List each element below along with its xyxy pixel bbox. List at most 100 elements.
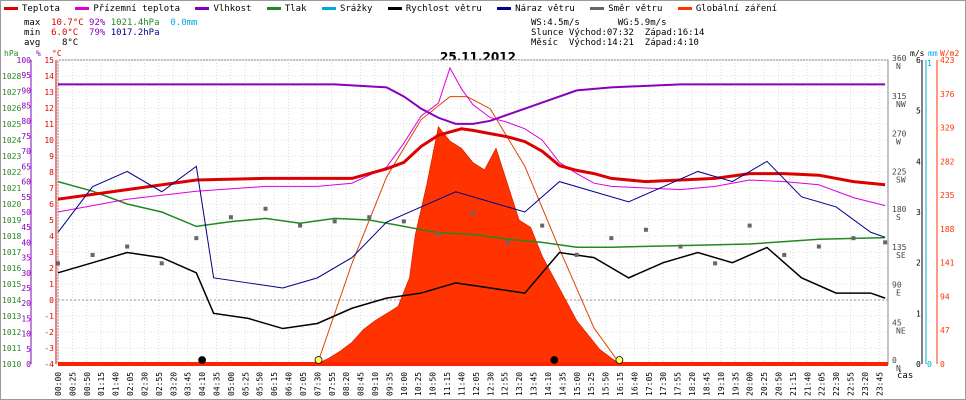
tick-label-time: 19:10 [717, 372, 726, 396]
wind-direction-point [747, 223, 752, 228]
wind-direction-point [228, 215, 233, 220]
tick-label-degc: 5 [49, 216, 54, 225]
tick-label-wind-dir-name: E [896, 289, 901, 298]
legend-swatch [590, 7, 605, 10]
wind-direction-point [643, 227, 648, 232]
tick-label-time: 06:40 [285, 372, 294, 396]
tick-label-degc: 8 [49, 168, 54, 177]
tick-label-hpa: 1022 [2, 168, 21, 177]
legend-item-srazky: Srážky [321, 4, 372, 14]
tick-label-wind-dir-name: N [896, 62, 901, 71]
tick-label-degc: 13 [44, 88, 54, 97]
tick-label-time: 14:10 [544, 372, 553, 396]
tick-label-time: 07:05 [299, 372, 308, 396]
tick-label-time: 06:15 [270, 372, 279, 396]
wind-direction-point [471, 211, 475, 215]
axis-unit-wm2: W/m2 [940, 49, 959, 58]
tick-label-wind-dir: 0 [892, 356, 897, 365]
tick-label-degc: 10 [44, 136, 54, 145]
tick-label-time: 08:20 [342, 372, 351, 396]
tick-label-time: 10:50 [429, 372, 438, 396]
tick-label-ms: 0 [916, 360, 921, 369]
tick-label-time: 09:10 [371, 372, 380, 396]
tick-label-time: 15:50 [602, 372, 611, 396]
sun-times: Slunce Východ:07:32 Západ:16:14 [531, 28, 705, 38]
tick-label-time: 03:45 [184, 372, 193, 396]
tick-label-time: 20:25 [760, 372, 769, 396]
stats-panel: max 10.7°C 92% 1021.4hPa 0.0mm min 6.0°C… [24, 18, 197, 48]
tick-label-pct: 5 [26, 345, 31, 354]
tick-label-degc: -1 [44, 312, 54, 321]
tick-label-time: 09:35 [385, 372, 394, 396]
temperature-line [57, 127, 886, 201]
tick-label-pct: 55 [21, 193, 31, 202]
tick-label-time: 08:45 [357, 372, 366, 396]
tick-label-time: 11:40 [457, 372, 466, 396]
tick-label-time: 23:20 [861, 372, 870, 396]
tick-label-degc: 1 [49, 280, 54, 289]
tick-label-time: 10:00 [400, 372, 409, 396]
tick-label-pct: 20 [21, 299, 31, 308]
tick-label-wm2: 423 [940, 56, 955, 65]
legend-item-naraz-vetru: Náraz větru [497, 4, 575, 14]
tick-label-wind-dir-name: SE [896, 251, 906, 260]
wind-gust-summary: WG:5.9m/s [617, 18, 667, 28]
legend-item-rychlost-vetru: Rychlost větru [387, 4, 482, 14]
tick-label-hpa: 1012 [2, 328, 21, 337]
legend-label: Globální záření [695, 4, 778, 14]
tick-label-hpa: 1010 [2, 360, 21, 369]
wind-direction-point [678, 244, 683, 249]
tick-label-wind-dir: 90 [892, 281, 902, 290]
tick-label-wind-dir-name: N [896, 364, 901, 373]
tick-label-pct: 40 [21, 238, 31, 247]
tick-label-degc: 4 [49, 232, 54, 241]
tick-label-degc: -3 [44, 344, 54, 353]
wind-gust-line [57, 160, 886, 289]
tick-label-time: 07:30 [313, 372, 322, 396]
wind-direction-point [90, 252, 95, 257]
tick-label-wm2: 188 [940, 225, 955, 234]
tick-label-wind-dir: 315 [892, 92, 907, 101]
tick-label-hpa: 1011 [2, 344, 21, 353]
tick-label-hpa: 1018 [2, 232, 21, 241]
legend-item-smer-vetru: Směr větru [590, 4, 662, 14]
legend-label: Náraz větru [515, 4, 575, 14]
tick-label-pct: 100 [17, 56, 32, 65]
tick-label-time: 04:10 [198, 372, 207, 396]
tick-label-time: 19:35 [731, 372, 740, 396]
tick-label-time: 21:15 [789, 372, 798, 396]
wind-direction-point [56, 261, 60, 266]
axis-unit-mm: mm [928, 49, 938, 58]
stats-min-hum: 79% [89, 28, 106, 38]
wind-direction-point [782, 252, 787, 257]
legend-swatch [266, 7, 281, 10]
tick-label-pct: 75 [21, 132, 31, 141]
wind-direction-point [851, 236, 856, 241]
wind-direction-point [540, 223, 545, 228]
wind-direction-point [609, 236, 614, 241]
tick-label-pct: 70 [21, 147, 31, 156]
tick-label-hpa: 1016 [2, 264, 21, 273]
tick-label-pct: 80 [21, 117, 31, 126]
tick-label-pct: 30 [21, 269, 31, 278]
tick-label-ms: 6 [916, 56, 921, 65]
tick-label-hpa: 1017 [2, 248, 21, 257]
tick-label-time: 17:05 [645, 372, 654, 396]
stats-max-temp: 10.7°C [51, 18, 84, 28]
tick-label-time: 22:55 [847, 372, 856, 396]
tick-label-ms: 4 [916, 157, 921, 166]
tick-label-pct: 85 [21, 102, 31, 111]
wind-direction-point [332, 219, 337, 224]
legend-label: Teplota [22, 4, 60, 14]
wind-direction-point [194, 236, 199, 241]
moon-times: Měsíc Východ:14:21 Západ:4:10 [531, 38, 699, 48]
wind-direction-point [505, 240, 510, 245]
sun-moon-marker [198, 356, 206, 364]
tick-label-time: 18:20 [688, 372, 697, 396]
tick-label-hpa: 1026 [2, 104, 21, 113]
radiation-baseline [58, 362, 888, 366]
tick-label-time: 07:55 [328, 372, 337, 396]
tick-label-time: 15:25 [587, 372, 596, 396]
tick-label-hpa: 1025 [2, 120, 21, 129]
